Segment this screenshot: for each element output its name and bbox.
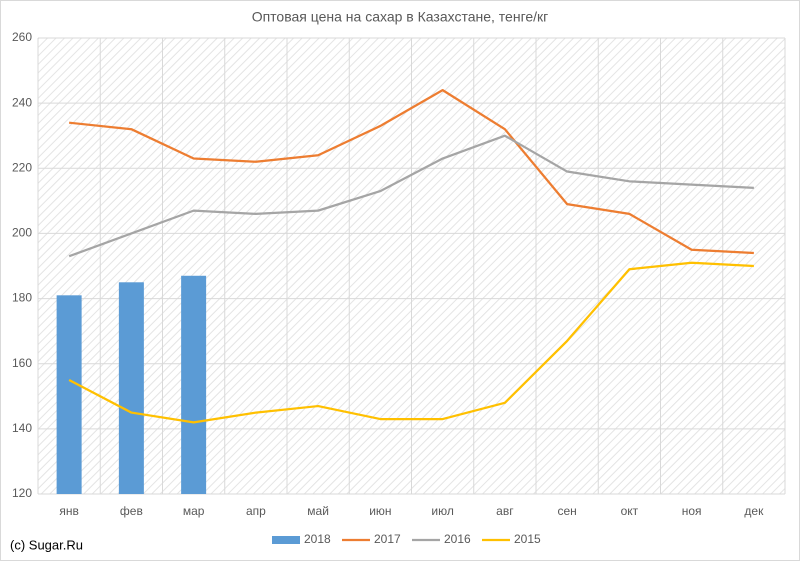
chart-title: Оптовая цена на сахар в Казахстане, тенг…: [252, 9, 549, 25]
line: [68, 261, 754, 424]
y-tick-label: 160: [12, 356, 32, 370]
x-tick-label: июл: [431, 504, 453, 518]
legend-label: 2018: [304, 532, 331, 546]
y-tick-label: 180: [12, 291, 32, 305]
y-tick-label: 260: [12, 30, 32, 44]
legend-label: 2016: [444, 532, 471, 546]
bar: [118, 282, 144, 494]
y-tick-label: 120: [12, 486, 32, 500]
x-tick-label: фев: [120, 504, 143, 518]
legend-label: 2017: [374, 532, 401, 546]
x-tick-label: авг: [496, 504, 514, 518]
x-tick-label: окт: [621, 504, 639, 518]
y-tick-label: 140: [12, 421, 32, 435]
x-tick-label: ноя: [682, 504, 702, 518]
x-tick-label: май: [307, 504, 329, 518]
source: (c) Sugar.Ru: [10, 537, 83, 552]
x-tick-label: янв: [59, 504, 79, 518]
x-tick-label: мар: [183, 504, 205, 518]
line: [68, 134, 754, 258]
x-tick-label: апр: [246, 504, 266, 518]
legend-label: 2015: [514, 532, 541, 546]
x-tick-label: дек: [744, 504, 764, 518]
y-tick-label: 240: [12, 95, 32, 109]
x-tick-label: июн: [369, 504, 391, 518]
y-tick-label: 200: [12, 226, 32, 240]
bar: [56, 295, 82, 494]
line: [69, 88, 754, 255]
y-tick-label: 220: [12, 160, 32, 174]
x-tick-label: сен: [557, 504, 576, 518]
bar: [181, 275, 207, 494]
legend-swatch: [272, 536, 300, 544]
